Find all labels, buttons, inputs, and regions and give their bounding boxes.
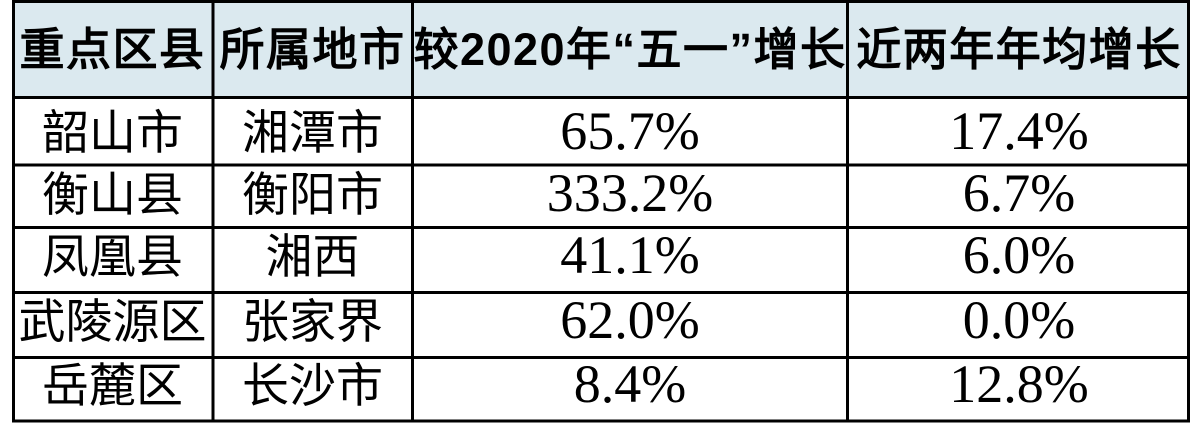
svg-text:长沙市: 长沙市 xyxy=(242,359,383,412)
svg-text:武陵源区: 武陵源区 xyxy=(19,295,207,348)
svg-text:6.7%: 6.7% xyxy=(963,163,1075,223)
svg-text:岳麓区: 岳麓区 xyxy=(42,359,183,412)
svg-text:62.0%: 62.0% xyxy=(560,290,699,350)
svg-text:333.2%: 333.2% xyxy=(547,163,713,223)
svg-text:湘西: 湘西 xyxy=(266,230,360,283)
svg-text:韶山市: 韶山市 xyxy=(42,106,183,159)
svg-text:张家界: 张家界 xyxy=(242,295,383,348)
svg-text:0.0%: 0.0% xyxy=(963,290,1075,350)
svg-text:8.4%: 8.4% xyxy=(574,354,686,414)
svg-text:41.1%: 41.1% xyxy=(560,225,699,285)
svg-text:近两年年均增长: 近两年年均增长 xyxy=(856,24,1182,75)
svg-text:17.4%: 17.4% xyxy=(949,101,1088,161)
svg-text:12.8%: 12.8% xyxy=(949,354,1088,414)
svg-text:湘潭市: 湘潭市 xyxy=(242,106,383,159)
svg-text:较2020年“五一”增长: 较2020年“五一”增长 xyxy=(413,24,846,75)
svg-text:6.0%: 6.0% xyxy=(963,225,1075,285)
svg-text:凤凰县: 凤凰县 xyxy=(42,230,183,283)
svg-text:衡阳市: 衡阳市 xyxy=(242,168,383,221)
svg-text:所属地市: 所属地市 xyxy=(219,24,405,75)
svg-text:65.7%: 65.7% xyxy=(560,101,699,161)
svg-text:重点区县: 重点区县 xyxy=(19,24,205,75)
svg-text:衡山县: 衡山县 xyxy=(42,168,183,221)
